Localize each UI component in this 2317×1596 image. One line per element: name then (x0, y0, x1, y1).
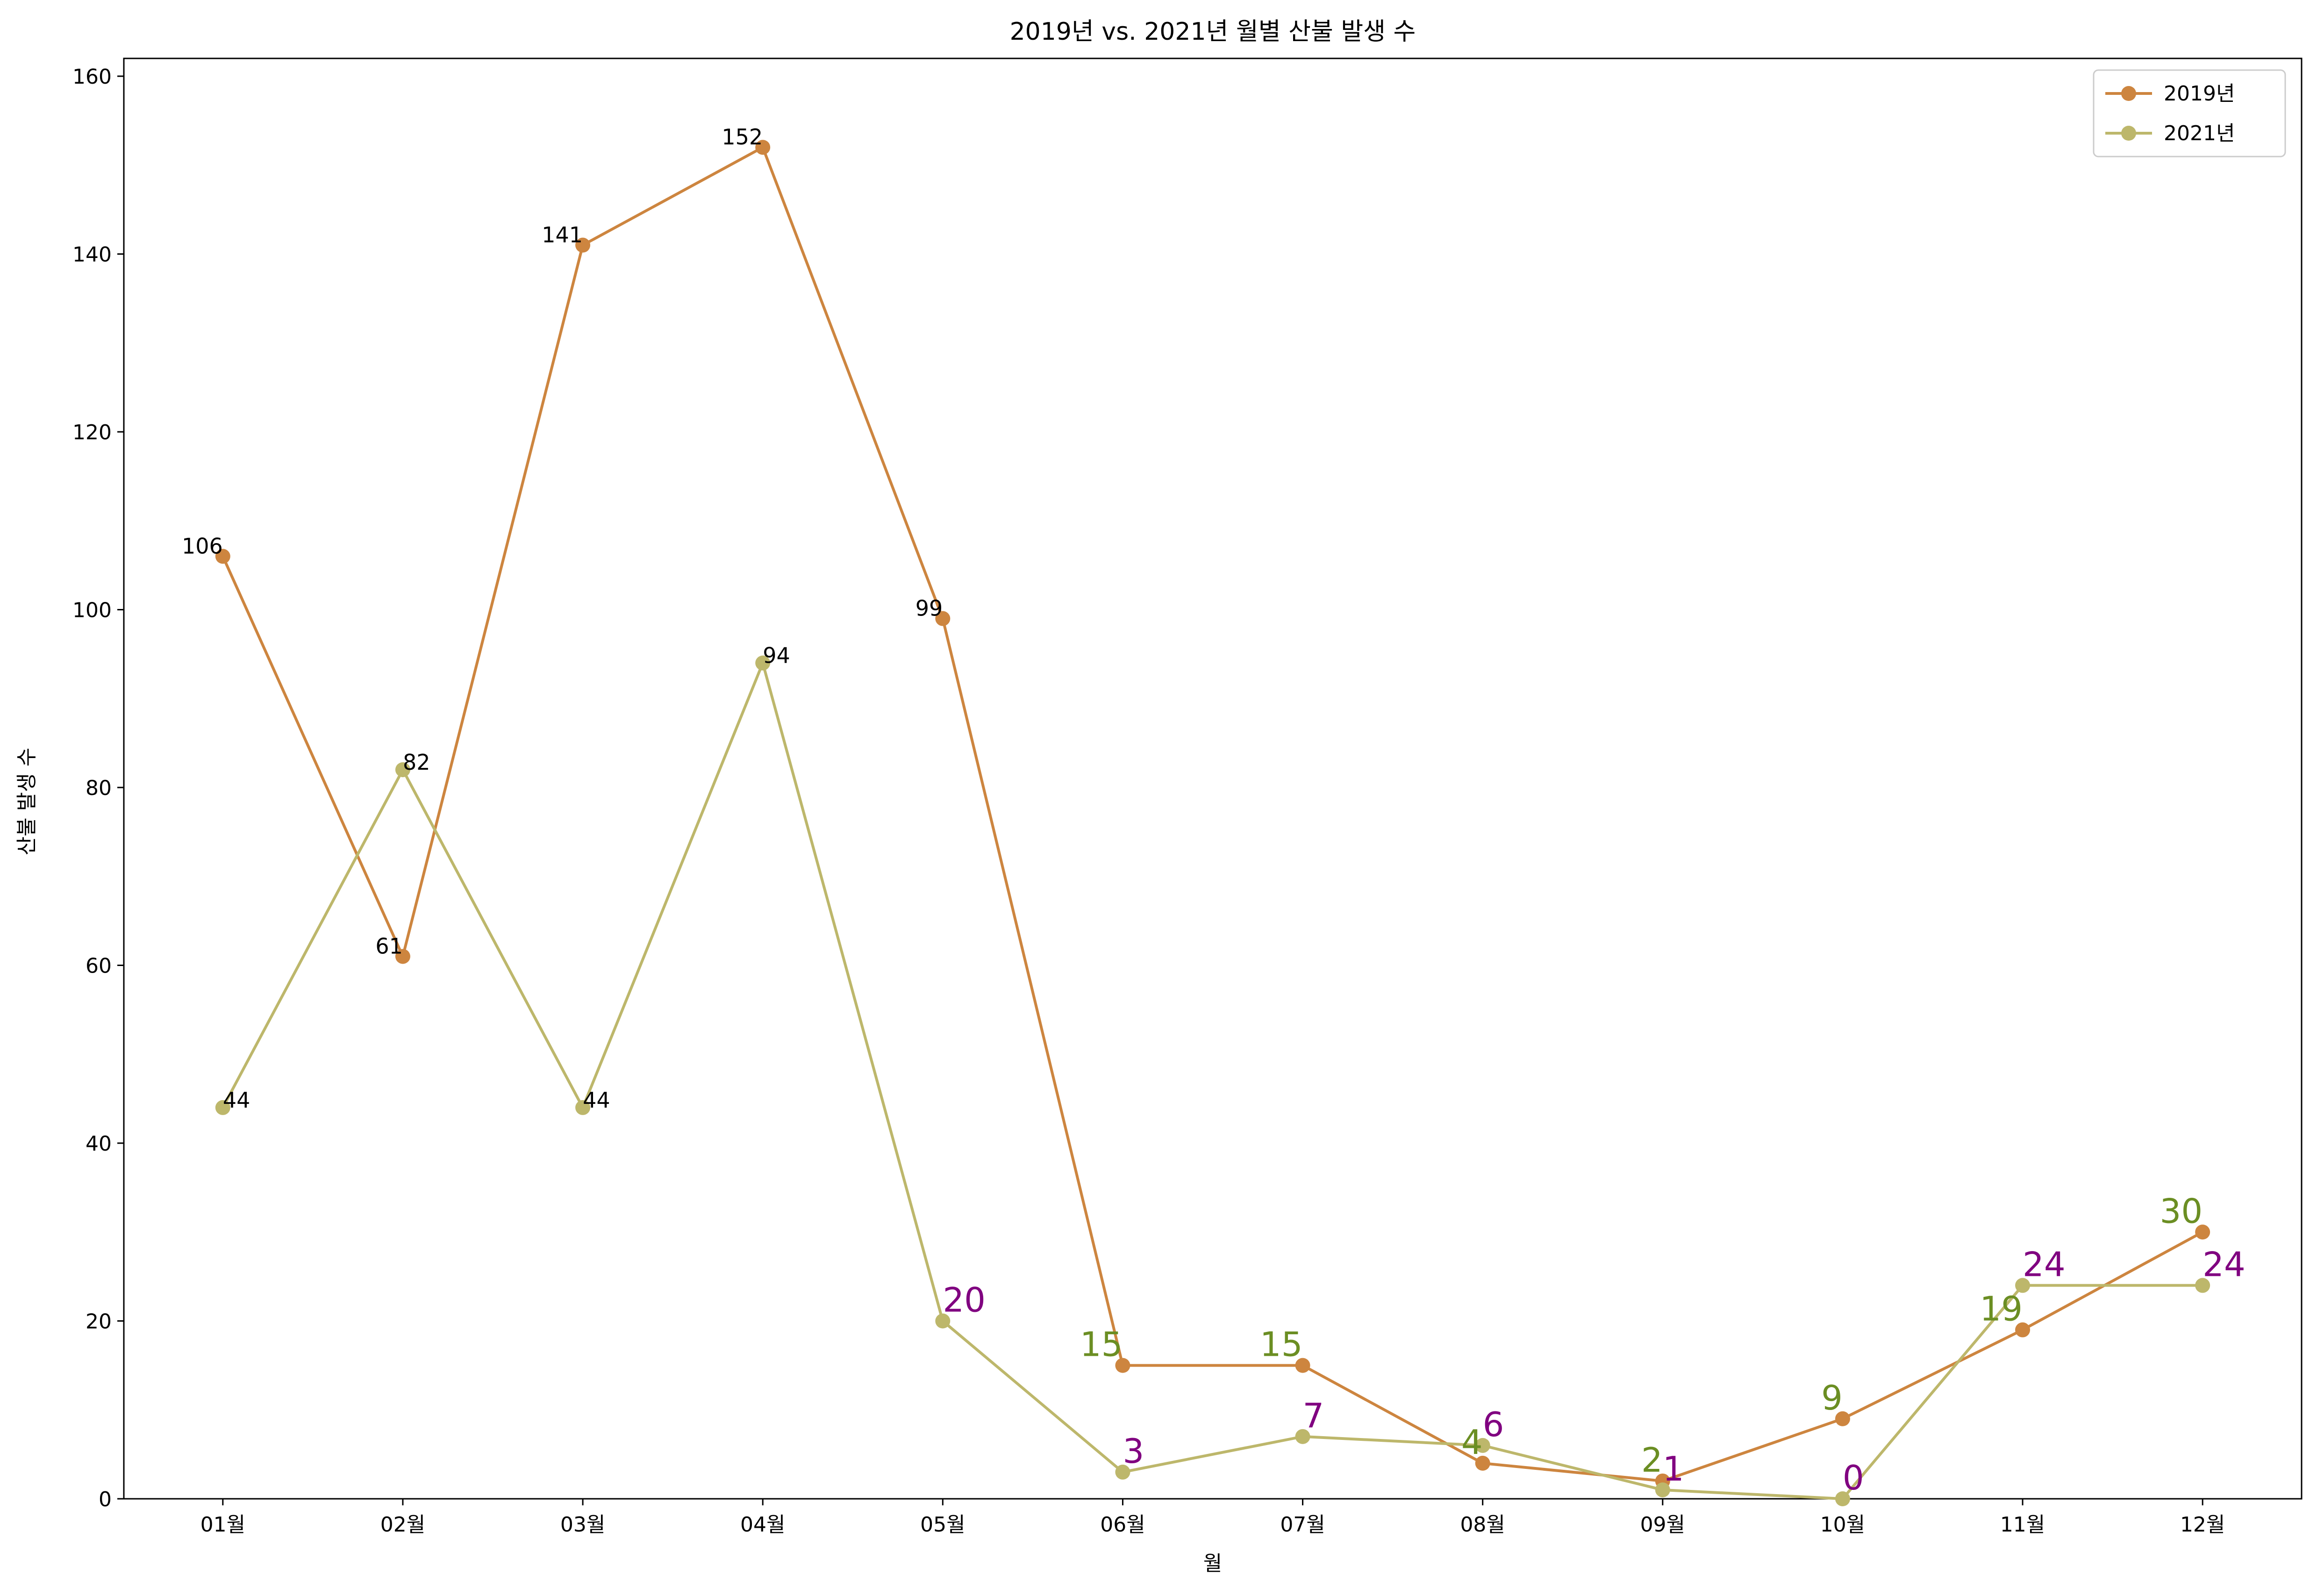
data-label: 0 (1843, 1458, 1864, 1497)
x-tick-label: 05월 (920, 1513, 965, 1537)
data-label: 24 (2203, 1245, 2245, 1284)
legend-entry: 2021년 (2164, 122, 2235, 145)
data-label: 2 (1641, 1440, 1663, 1480)
x-tick-label: 10월 (1820, 1513, 1865, 1537)
data-label: 24 (2023, 1245, 2066, 1284)
data-point (755, 655, 771, 671)
data-point (1295, 1358, 1310, 1373)
y-axis-label: 산불 발생 수 (15, 748, 39, 855)
data-label: 99 (915, 596, 943, 621)
data-label: 30 (2160, 1191, 2203, 1231)
data-label: 4 (1461, 1423, 1483, 1462)
x-tick-label: 11월 (2000, 1513, 2045, 1537)
y-tick-label: 120 (72, 421, 112, 444)
x-tick-label: 07월 (1280, 1513, 1325, 1537)
data-point (1475, 1455, 1490, 1471)
data-point (2195, 1224, 2210, 1240)
data-label: 44 (583, 1088, 610, 1113)
data-point (1835, 1411, 1850, 1426)
series-line-2 (222, 658, 2203, 1501)
data-label: 15 (1080, 1325, 1123, 1364)
data-label: 82 (403, 750, 430, 775)
data-point (2015, 1322, 2031, 1338)
x-tick-label: 08월 (1460, 1513, 1505, 1537)
data-label: 7 (1303, 1396, 1324, 1435)
data-point (215, 549, 230, 564)
x-tick-label: 02월 (380, 1513, 425, 1537)
y-tick-label: 60 (86, 954, 112, 978)
y-tick-label: 100 (72, 599, 112, 623)
x-tick-label: 03월 (560, 1513, 605, 1537)
legend-entry: 2019년 (2164, 82, 2235, 106)
y-tick-label: 0 (99, 1488, 112, 1511)
y-tick-label: 80 (86, 776, 112, 800)
data-label: 61 (375, 933, 403, 959)
x-tick-label: 09월 (1640, 1513, 1685, 1537)
data-point (395, 949, 410, 964)
y-tick-label: 40 (86, 1132, 112, 1156)
data-point (755, 140, 771, 155)
data-point (2195, 1278, 2210, 1293)
legend-swatch-marker (2121, 86, 2136, 101)
data-label: 19 (1980, 1289, 2023, 1329)
legend-swatch-marker (2121, 126, 2136, 141)
data-point (935, 1313, 951, 1329)
data-point (2015, 1278, 2031, 1293)
plot-frame (123, 57, 2303, 1500)
data-point (1835, 1491, 1850, 1506)
x-tick-label: 12월 (2180, 1513, 2225, 1537)
data-point (1475, 1438, 1490, 1453)
series-line-1 (222, 145, 2203, 1483)
data-label: 44 (223, 1088, 250, 1113)
data-point (1295, 1429, 1310, 1444)
data-label: 9 (1821, 1378, 1843, 1417)
x-axis-label: 월 (1203, 1552, 1222, 1575)
data-point (215, 1100, 230, 1115)
data-point (1655, 1482, 1670, 1497)
data-point (935, 611, 951, 626)
data-label: 141 (542, 222, 583, 248)
chart-title: 2019년 vs. 2021년 월별 산불 발생 수 (1010, 18, 1416, 46)
data-label: 94 (763, 643, 790, 668)
data-point (1115, 1358, 1130, 1373)
data-label: 3 (1123, 1431, 1144, 1471)
data-label: 6 (1483, 1405, 1504, 1444)
y-tick-label: 20 (86, 1310, 112, 1334)
data-label: 1 (1663, 1449, 1684, 1489)
data-label: 106 (182, 533, 223, 558)
data-point (575, 237, 591, 253)
y-tick-label: 140 (72, 243, 112, 267)
y-tick-label: 160 (72, 65, 112, 89)
data-point (1115, 1464, 1130, 1480)
data-label: 20 (943, 1281, 986, 1320)
data-label: 15 (1260, 1325, 1303, 1364)
x-tick-label: 04월 (740, 1513, 785, 1537)
x-tick-label: 01월 (200, 1513, 245, 1537)
data-point (395, 762, 410, 777)
data-point (575, 1100, 591, 1115)
legend: 2019년 2021년 (2093, 69, 2286, 157)
x-tick-label: 06월 (1100, 1513, 1145, 1537)
data-label: 152 (722, 124, 763, 150)
legend-box (2093, 69, 2286, 157)
